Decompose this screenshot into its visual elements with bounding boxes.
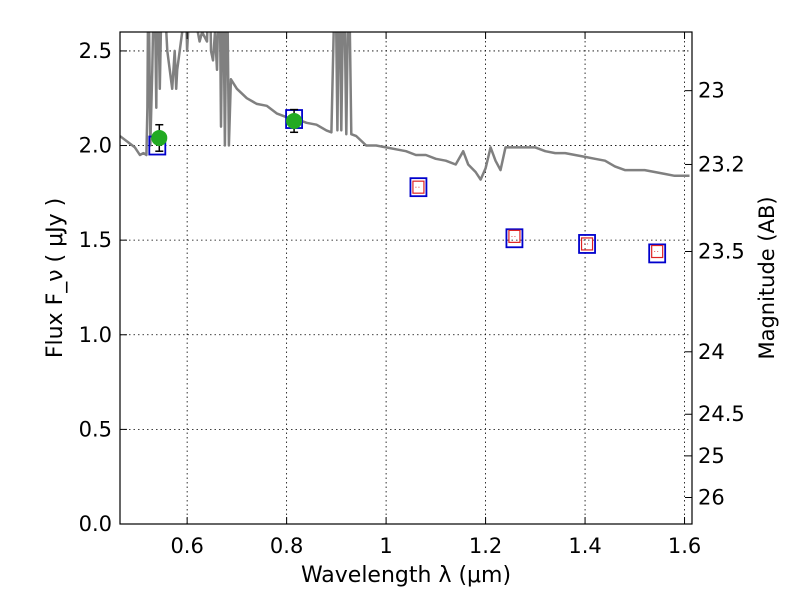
y-tick-label: 1.5	[79, 228, 112, 252]
x-tick-label: 0.8	[270, 534, 303, 558]
right-tick-label: 23	[698, 79, 725, 103]
model-photometry-square	[578, 234, 596, 254]
y-axis-label: Flux F_ν ( μJy )	[43, 198, 68, 358]
x-tick-label: 1	[379, 534, 392, 558]
x-tick-label: 0.6	[170, 534, 203, 558]
right-tick-label: 24	[698, 340, 725, 364]
right-axis-label: Magnitude (AB)	[755, 196, 779, 359]
right-tick-label: 24.5	[698, 402, 745, 426]
upper-limit-square	[412, 180, 425, 194]
model-photometry-square	[505, 228, 524, 249]
y-tick-label: 0.5	[79, 417, 112, 441]
plot-frame	[119, 31, 693, 525]
x-tick-label: 1.6	[668, 534, 701, 558]
observed-point	[151, 129, 168, 146]
right-tick-label: 26	[698, 486, 725, 510]
plot-content	[120, 32, 690, 264]
y-tick-label: 0.0	[79, 512, 112, 536]
x-tick-label: 1.4	[568, 534, 601, 558]
grid-lines	[120, 32, 692, 525]
x-tick-label: 1.2	[469, 534, 502, 558]
right-tick-label: 25	[698, 444, 725, 468]
spectrum-line	[120, 32, 690, 181]
right-tick-label: 23.2	[698, 152, 745, 176]
y-tick-label: 1.0	[79, 323, 112, 347]
model-photometry-square	[409, 177, 428, 198]
x-axis-label: Wavelength λ (μm)	[301, 563, 511, 588]
upper-limit-square	[580, 237, 594, 251]
model-photometry-square	[648, 243, 667, 264]
right-tick-label: 23.5	[698, 240, 745, 264]
upper-limit-square	[508, 229, 521, 243]
y-tick-label: 2.5	[79, 39, 112, 63]
y-tick-label: 2.0	[79, 134, 112, 158]
upper-limit-square	[651, 244, 664, 259]
axes: 0.6 0.8 1 1.2 1.4 1.6 0.0 0.5 1.0 1.5 2.0 2.5 23 23.2…	[79, 32, 745, 558]
observed-point	[286, 112, 303, 129]
